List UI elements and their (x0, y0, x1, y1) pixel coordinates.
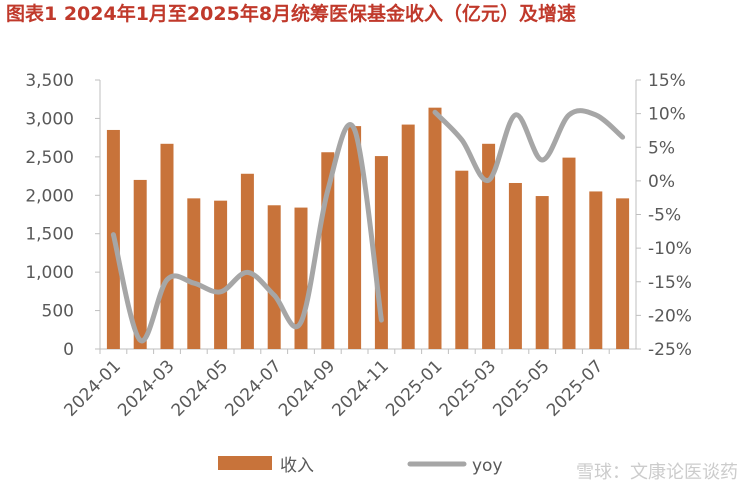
y2-tick-label: -15% (648, 273, 692, 293)
bar (455, 170, 469, 349)
y2-tick-label: -5% (648, 206, 681, 226)
y2-tick-label: 15% (648, 71, 686, 91)
y-tick-label: 2,500 (25, 148, 74, 168)
y2-tick-label: -25% (648, 340, 692, 360)
chart-title: 图表1 2024年1月至2025年8月统筹医保基金收入（亿元）及增速 (6, 2, 576, 25)
y-tick-label: 3,000 (25, 109, 74, 129)
x-tick-label: 2025-03 (436, 356, 500, 420)
bar (348, 126, 362, 349)
y-tick-label: 2,000 (25, 186, 74, 206)
x-tick-label: 2025-07 (543, 356, 607, 420)
x-tick-label: 2024-07 (221, 356, 285, 420)
bar (428, 107, 442, 349)
y-tick-label: 1,500 (25, 225, 74, 245)
y2-tick-label: -20% (648, 306, 692, 326)
watermark: 雪球：文康论医谈药 (576, 462, 738, 483)
y-tick-label: 0 (63, 340, 74, 360)
bar (508, 182, 522, 349)
x-tick-label: 2024-05 (168, 356, 232, 420)
x-tick-label: 2024-09 (275, 356, 339, 420)
bar (562, 157, 576, 349)
y-tick-label: 500 (42, 302, 74, 322)
legend-swatch (218, 456, 272, 470)
legend-label: 收入 (280, 456, 314, 476)
bar (240, 173, 254, 349)
bar (160, 143, 174, 349)
bar (616, 198, 630, 349)
bar (267, 205, 281, 349)
y2-tick-label: -10% (648, 239, 692, 259)
x-tick-label: 2024-11 (329, 356, 393, 420)
bar (482, 143, 496, 349)
x-tick-label: 2025-01 (382, 356, 446, 420)
x-tick-label: 2025-05 (489, 356, 553, 420)
x-tick-label: 2024-01 (61, 356, 125, 420)
y2-tick-label: 10% (648, 105, 686, 125)
bar (133, 179, 147, 349)
bar (214, 200, 228, 349)
bar (187, 198, 201, 349)
bar (401, 124, 415, 349)
bar (535, 196, 549, 349)
y-tick-label: 1,000 (25, 263, 74, 283)
bar (589, 191, 603, 349)
x-tick-label: 2024-03 (114, 356, 178, 420)
legend-label: yoy (472, 456, 503, 476)
line (110, 108, 626, 344)
y2-tick-label: 5% (648, 138, 675, 158)
y2-tick-label: 0% (648, 172, 675, 192)
y-tick-label: 3,500 (25, 71, 74, 91)
